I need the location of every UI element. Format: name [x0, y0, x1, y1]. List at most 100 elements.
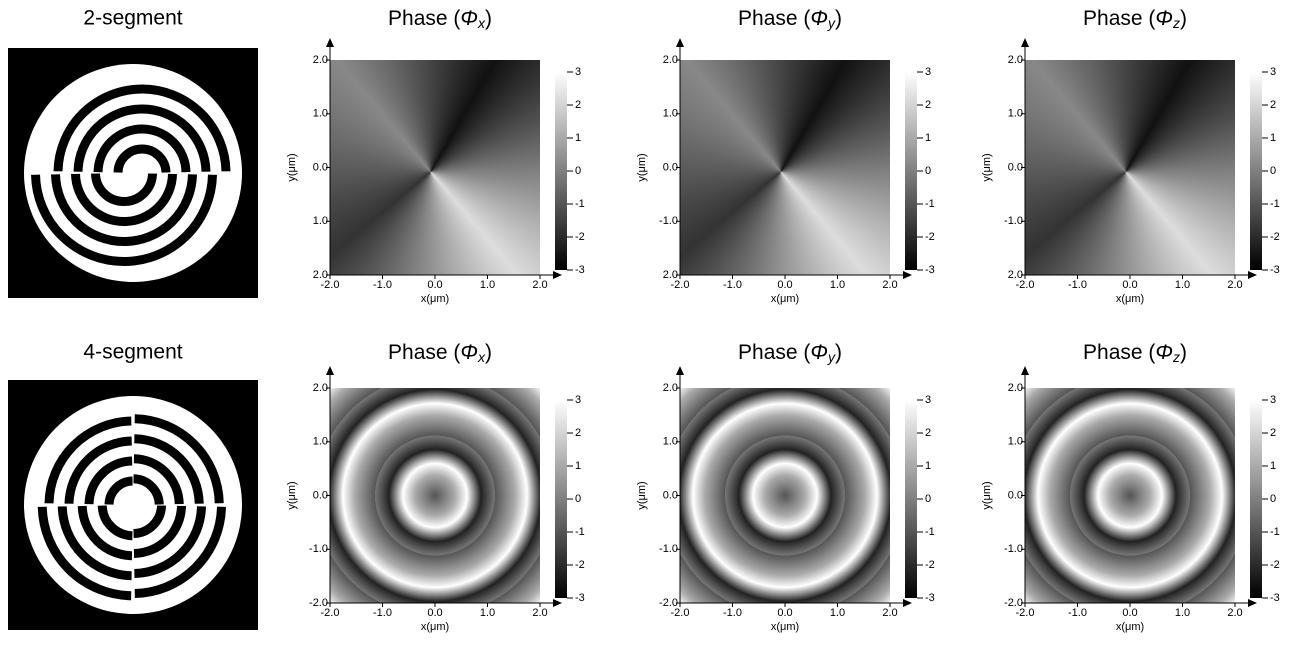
y-tick-label: 2.0 [663, 54, 678, 66]
y-tick-label: -1.0 [1004, 215, 1023, 227]
x-tick-label: 0.0 [777, 607, 792, 619]
masks [8, 48, 258, 630]
panel-title: Phase (Φx) [388, 341, 492, 365]
colorbar-tick-label: -2 [1270, 231, 1280, 243]
x-tick-label: 0.0 [1122, 279, 1137, 291]
y-axis-label: y(μm) [981, 481, 993, 509]
colorbar-tick-label: -3 [1270, 592, 1280, 604]
title-text: Phase ( [388, 7, 460, 30]
x-tick-label: 1.0 [830, 607, 845, 619]
title-symbol: Φ [810, 7, 828, 30]
colorbar-tick-label: -2 [925, 559, 935, 571]
y-tick-label: -1.0 [1004, 543, 1023, 555]
x-arrow [1248, 271, 1257, 279]
colorbar-tick-label: 1 [575, 460, 581, 472]
colorbar [905, 72, 917, 270]
mask-disc [24, 64, 242, 282]
x-axis-label: x(μm) [421, 621, 449, 633]
colorbar-tick-label: 3 [1270, 394, 1276, 406]
x-tick-label: 0.0 [1122, 607, 1137, 619]
y-tick-label: 0.0 [313, 489, 328, 501]
y-tick-label: 2.0 [313, 54, 328, 66]
colorbar-tick-label: 3 [925, 394, 931, 406]
y-tick-label: 2.0 [663, 382, 678, 394]
panel-title: Phase (Φz) [1083, 7, 1187, 31]
y-tick-label: 2.0 [1008, 269, 1023, 281]
colorbar-tick-label: 3 [575, 394, 581, 406]
y-axis-label: y(μm) [286, 481, 298, 509]
panel-title: Phase (Φx) [388, 7, 492, 31]
colorbar [555, 400, 567, 598]
y-tick-label: -1.0 [309, 543, 328, 555]
y-axis-label: y(μm) [636, 153, 648, 181]
y-tick-label: 0.0 [313, 161, 328, 173]
x-tick-label: -1.0 [373, 279, 392, 291]
colorbar-tick-label: 2 [575, 99, 581, 111]
x-tick-label: 1.0 [830, 279, 845, 291]
y-tick-label: -2.0 [1004, 597, 1023, 609]
x-arrow [903, 599, 912, 607]
title-subscript: z [1172, 15, 1180, 31]
y-arrow [676, 366, 684, 375]
x-arrow [553, 599, 562, 607]
y-tick-label: 0.0 [1008, 161, 1023, 173]
x-tick-label: -1.0 [723, 607, 742, 619]
panel-title: Phase (Φy) [738, 7, 842, 31]
x-tick-label: -1.0 [1068, 607, 1087, 619]
colorbar-tick-label: 3 [575, 66, 581, 78]
colorbar-tick-label: -3 [925, 264, 935, 276]
title-end: ) [485, 7, 492, 30]
colorbar-tick-label: -3 [1270, 264, 1280, 276]
title-symbol: Φ [1155, 341, 1173, 364]
title-text: Phase ( [1083, 7, 1155, 30]
x-tick-label: 0.0 [427, 279, 442, 291]
figure-svg: 2-segment 4-segment Phase (Φx)-2.0-1.00.… [0, 0, 1290, 650]
title-text: Phase ( [1083, 341, 1155, 364]
y-tick-label: 1.0 [313, 215, 328, 227]
colorbar [1250, 72, 1262, 270]
colorbar-tick-label: 0 [1270, 493, 1276, 505]
title-symbol: Φ [460, 341, 478, 364]
y-tick-label: -2.0 [309, 597, 328, 609]
title-text: Phase ( [738, 7, 810, 30]
title-end: ) [1180, 341, 1187, 364]
colorbar-tick-label: 1 [925, 460, 931, 472]
colorbar-tick-label: -1 [925, 198, 935, 210]
colorbar-tick-label: 0 [925, 493, 931, 505]
mask-disc [24, 396, 242, 614]
colorbar-tick-label: -1 [1270, 198, 1280, 210]
panel-title: Phase (Φz) [1083, 341, 1187, 365]
y-tick-label: 2.0 [313, 269, 328, 281]
y-tick-label: 0.0 [663, 489, 678, 501]
y-tick-label: 2.0 [663, 269, 678, 281]
y-tick-label: -2.0 [659, 597, 678, 609]
title-end: ) [1180, 7, 1187, 30]
x-arrow [1248, 599, 1257, 607]
title-symbol: Φ [810, 341, 828, 364]
title-symbol: Φ [1155, 7, 1173, 30]
x-axis-label: x(μm) [771, 293, 799, 305]
x-tick-label: 1.0 [1175, 607, 1190, 619]
title-symbol: Φ [460, 7, 478, 30]
colorbar-tick-label: -1 [1270, 526, 1280, 538]
y-tick-label: 1.0 [1008, 108, 1023, 120]
colorbar [555, 72, 567, 270]
y-axis-label: y(μm) [981, 153, 993, 181]
y-tick-label: -1.0 [659, 543, 678, 555]
x-tick-label: 2.0 [1227, 279, 1242, 291]
colorbar-tick-label: 1 [575, 132, 581, 144]
y-arrow [326, 366, 334, 375]
colorbar [1250, 400, 1262, 598]
y-tick-label: 0.0 [1008, 489, 1023, 501]
y-tick-label: 1.0 [663, 108, 678, 120]
x-tick-label: 2.0 [1227, 607, 1242, 619]
y-tick-label: 2.0 [1008, 382, 1023, 394]
x-axis-label: x(μm) [421, 293, 449, 305]
colorbar-tick-label: 0 [1270, 165, 1276, 177]
x-tick-label: 2.0 [882, 607, 897, 619]
y-arrow [1021, 38, 1029, 47]
x-tick-label: -1.0 [723, 279, 742, 291]
x-tick-label: 0.0 [427, 607, 442, 619]
y-tick-label: 1.0 [313, 436, 328, 448]
colorbar-tick-label: 0 [575, 493, 581, 505]
